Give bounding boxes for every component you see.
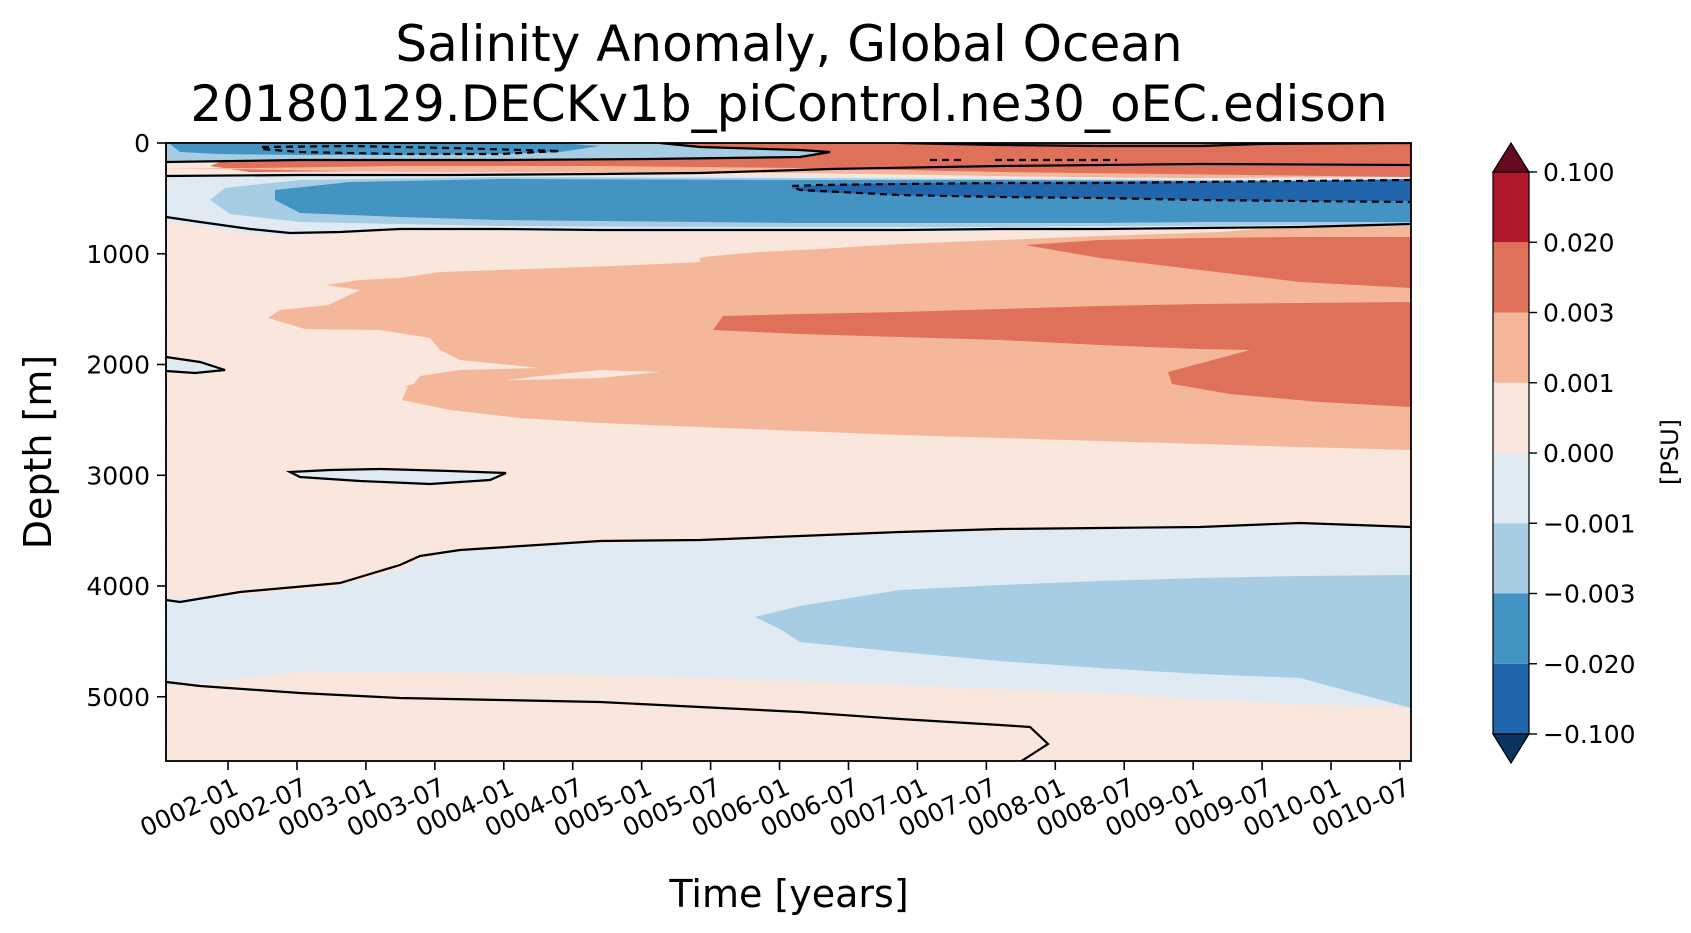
y-axis-label: Depth [m] [16,355,60,550]
contour-lens-3000 [285,467,507,486]
x-axis-ticks: 0002-010002-070003-010003-070004-010004-… [136,761,1415,843]
plot-frame [165,142,1412,762]
contour-lens-2000 [166,355,226,375]
colorbar-band [1493,593,1529,664]
y-tick-label: 3000 [86,461,150,490]
colorbar-tick-label: −0.020 [1543,650,1636,679]
dashed-contours [261,144,1411,204]
colorbar-tick-label: 0.000 [1543,439,1615,468]
contour-dashed-surface [261,144,561,156]
colorbar-over-triangle [1491,141,1531,173]
chart-title-line2: 20180129.DECKv1b_piControl.ne30_oEC.edis… [190,75,1387,133]
colorbar-band [1493,312,1529,383]
colorbar: −0.100 −0.020 −0.003 −0.001 0.000 0.001 0.003 0… [1491,141,1636,765]
colorbar-band [1493,453,1529,524]
colorbar-tick-label: 0.001 [1543,369,1615,398]
y-tick-label: 2000 [86,351,150,380]
band-neg-lens-2000 [166,357,225,373]
colorbar-under-triangle [1491,733,1531,765]
band-pos-0.001-0.003 [268,225,1411,450]
x-axis-label: Time [years] [668,872,908,916]
y-tick-label: 0 [134,129,150,158]
band-pos-0.003-0.020-mid [713,302,1411,407]
band-neg-0.001-0.003-deep [755,575,1411,708]
y-axis-ticks: 0 1000 2000 3000 4000 5000 [86,129,166,712]
band-pos-0.001-0.003-surface [166,166,1411,180]
y-tick-label: 1000 [86,240,150,269]
colorbar-label: [PSU] [1656,419,1684,485]
contour-dashed-deep-upper [791,178,1411,204]
colorbar-band [1493,242,1529,313]
contour-deep-bottom [166,680,1050,761]
y-tick-label: 4000 [86,572,150,601]
colorbar-tick-label: 0.003 [1543,299,1615,328]
colorbar-tick-label: −0.100 [1543,720,1636,749]
contour-upper-layer-base [166,215,1411,235]
colorbar-band [1493,523,1529,594]
contour-deep-top [166,521,1411,604]
chart-title-line1: Salinity Anomaly, Global Ocean [395,15,1182,73]
colorbar-band [1493,172,1529,243]
colorbar-band [1493,663,1529,734]
band-neg-lens-3000 [290,469,506,483]
colorbar-tick-label: 0.100 [1543,158,1615,187]
contour-surface-tongue [166,143,831,164]
colorbar-tick-label: −0.003 [1543,580,1636,609]
band-pos-0.003-0.020-upper [1025,237,1411,288]
colorbar-tick-label: −0.001 [1543,509,1636,538]
plot-area [166,143,1411,761]
y-tick-label: 5000 [86,683,150,712]
colorbar-band [1493,382,1529,453]
colorbar-tick-label: 0.020 [1543,228,1615,257]
contour-surface-top [166,162,1411,178]
